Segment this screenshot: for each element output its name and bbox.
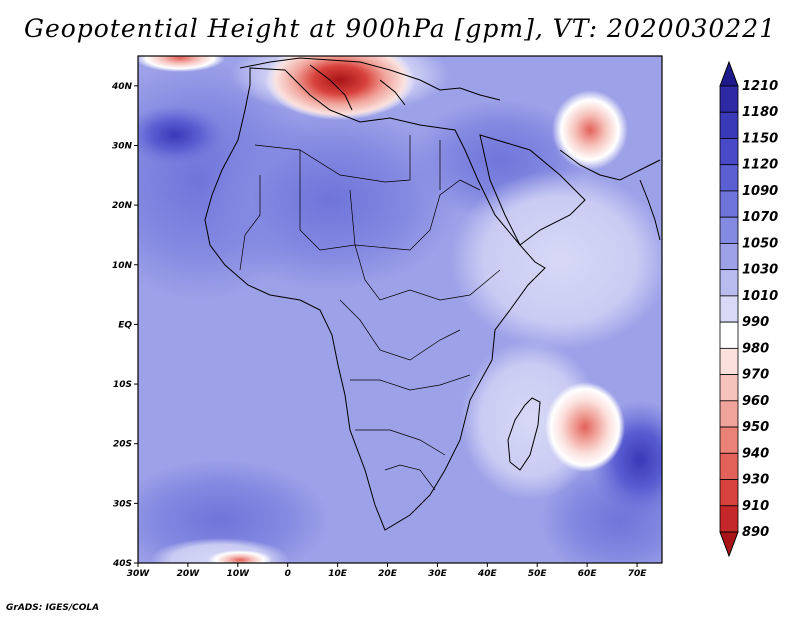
lat-tick-label: 30N <box>112 141 133 151</box>
colorbar-level-label: 930 <box>742 473 769 488</box>
page-title: Geopotential Height at 900hPa [gpm], VT:… <box>23 14 777 43</box>
lon-tick-label: 20E <box>378 569 398 579</box>
colorbar-level-label: 1010 <box>742 289 778 304</box>
lon-tick-label: 10E <box>328 569 348 579</box>
lat-axis: 40N 30N 20N 10N EQ 10S 20S 30S 40S <box>111 82 138 569</box>
colorbar-level-label: 1050 <box>742 236 778 251</box>
colorbar-swatch <box>719 243 739 271</box>
credit-label: GrADS: IGES/COLA <box>6 603 100 613</box>
lon-tick-label: 60E <box>578 569 598 579</box>
greece-coastline <box>379 79 406 106</box>
lat-tick-label: 10N <box>112 261 133 271</box>
colorbar-level-label: 940 <box>742 446 769 461</box>
lon-axis: 30W 20W 10W 0 10E 20E 30E 40E 50E 60E 70E <box>127 563 647 579</box>
lat-tick-label: 20S <box>113 440 132 450</box>
lon-tick-label: 0 <box>285 569 291 579</box>
colorbar-swatch <box>719 505 739 533</box>
italy-coastline <box>309 64 353 111</box>
colorbar-swatch <box>719 295 739 323</box>
colorbar-swatch <box>719 452 739 480</box>
lat-tick-label: 20N <box>112 201 133 211</box>
colorbar-swatch <box>719 216 739 244</box>
lat-tick-label: 40S <box>112 559 132 569</box>
lon-tick-label: 50E <box>528 569 548 579</box>
colorbar-swatch <box>719 374 739 402</box>
colorbar-top-arrow <box>719 60 739 87</box>
colorbar-level-label: 910 <box>742 499 769 514</box>
colorbar-swatch <box>719 269 739 297</box>
colorbar-level-label: 950 <box>742 420 769 435</box>
arabia-coastline <box>479 134 586 246</box>
madagascar-coastline <box>507 397 541 471</box>
colorbar-swatch <box>719 479 739 507</box>
colorbar-level-label: 1180 <box>742 105 778 120</box>
colorbar-level-label: 960 <box>742 394 769 409</box>
lon-tick-label: 20W <box>177 569 201 579</box>
lon-tick-label: 70E <box>628 569 648 579</box>
persian-gulf <box>559 149 661 181</box>
colorbar-swatch <box>719 164 739 192</box>
colorbar-level-label: 970 <box>742 368 769 383</box>
colorbar-level-label: 1150 <box>742 131 778 146</box>
colorbar-swatch <box>719 400 739 428</box>
country-borders <box>239 135 501 491</box>
colorbar-level-label: 890 <box>742 525 769 540</box>
colorbar-level-label: 1120 <box>742 158 778 173</box>
lat-tick-label: 30S <box>113 499 132 509</box>
colorbar-swatch <box>719 347 739 375</box>
colorbar-level-label: 1030 <box>742 263 778 278</box>
colorbar-swatch <box>719 85 739 113</box>
colorbar-swatch <box>719 138 739 166</box>
colorbar-level-label: 1210 <box>742 79 778 94</box>
africa-coastline <box>204 67 546 531</box>
height-field <box>138 56 662 563</box>
lon-tick-label: 40E <box>477 569 498 579</box>
plot-frame <box>137 55 663 564</box>
lon-tick-label: 30E <box>428 569 448 579</box>
lat-tick-label: 10S <box>113 380 132 390</box>
colorbar-level-label: 980 <box>742 341 769 356</box>
colorbar-swatch <box>719 111 739 139</box>
colorbar-swatch <box>719 426 739 454</box>
india-coast <box>639 179 661 241</box>
colorbar: 1210 1180 1150 1120 1090 1070 1050 1030 1010 990 9… <box>719 60 778 558</box>
lon-tick-label: 30W <box>127 569 151 579</box>
colorbar-level-label: 1070 <box>742 210 778 225</box>
lat-tick-label: EQ <box>118 320 132 330</box>
lon-tick-label: 10W <box>227 569 251 579</box>
europe-coastline <box>239 57 501 101</box>
lat-tick-label: 40N <box>111 82 133 92</box>
colorbar-level-label: 990 <box>742 315 769 330</box>
colorbar-swatch <box>719 321 739 349</box>
colorbar-bottom-arrow <box>719 531 739 558</box>
colorbar-level-label: 1090 <box>742 184 778 199</box>
colorbar-swatch <box>719 190 739 218</box>
coastlines <box>204 57 661 531</box>
